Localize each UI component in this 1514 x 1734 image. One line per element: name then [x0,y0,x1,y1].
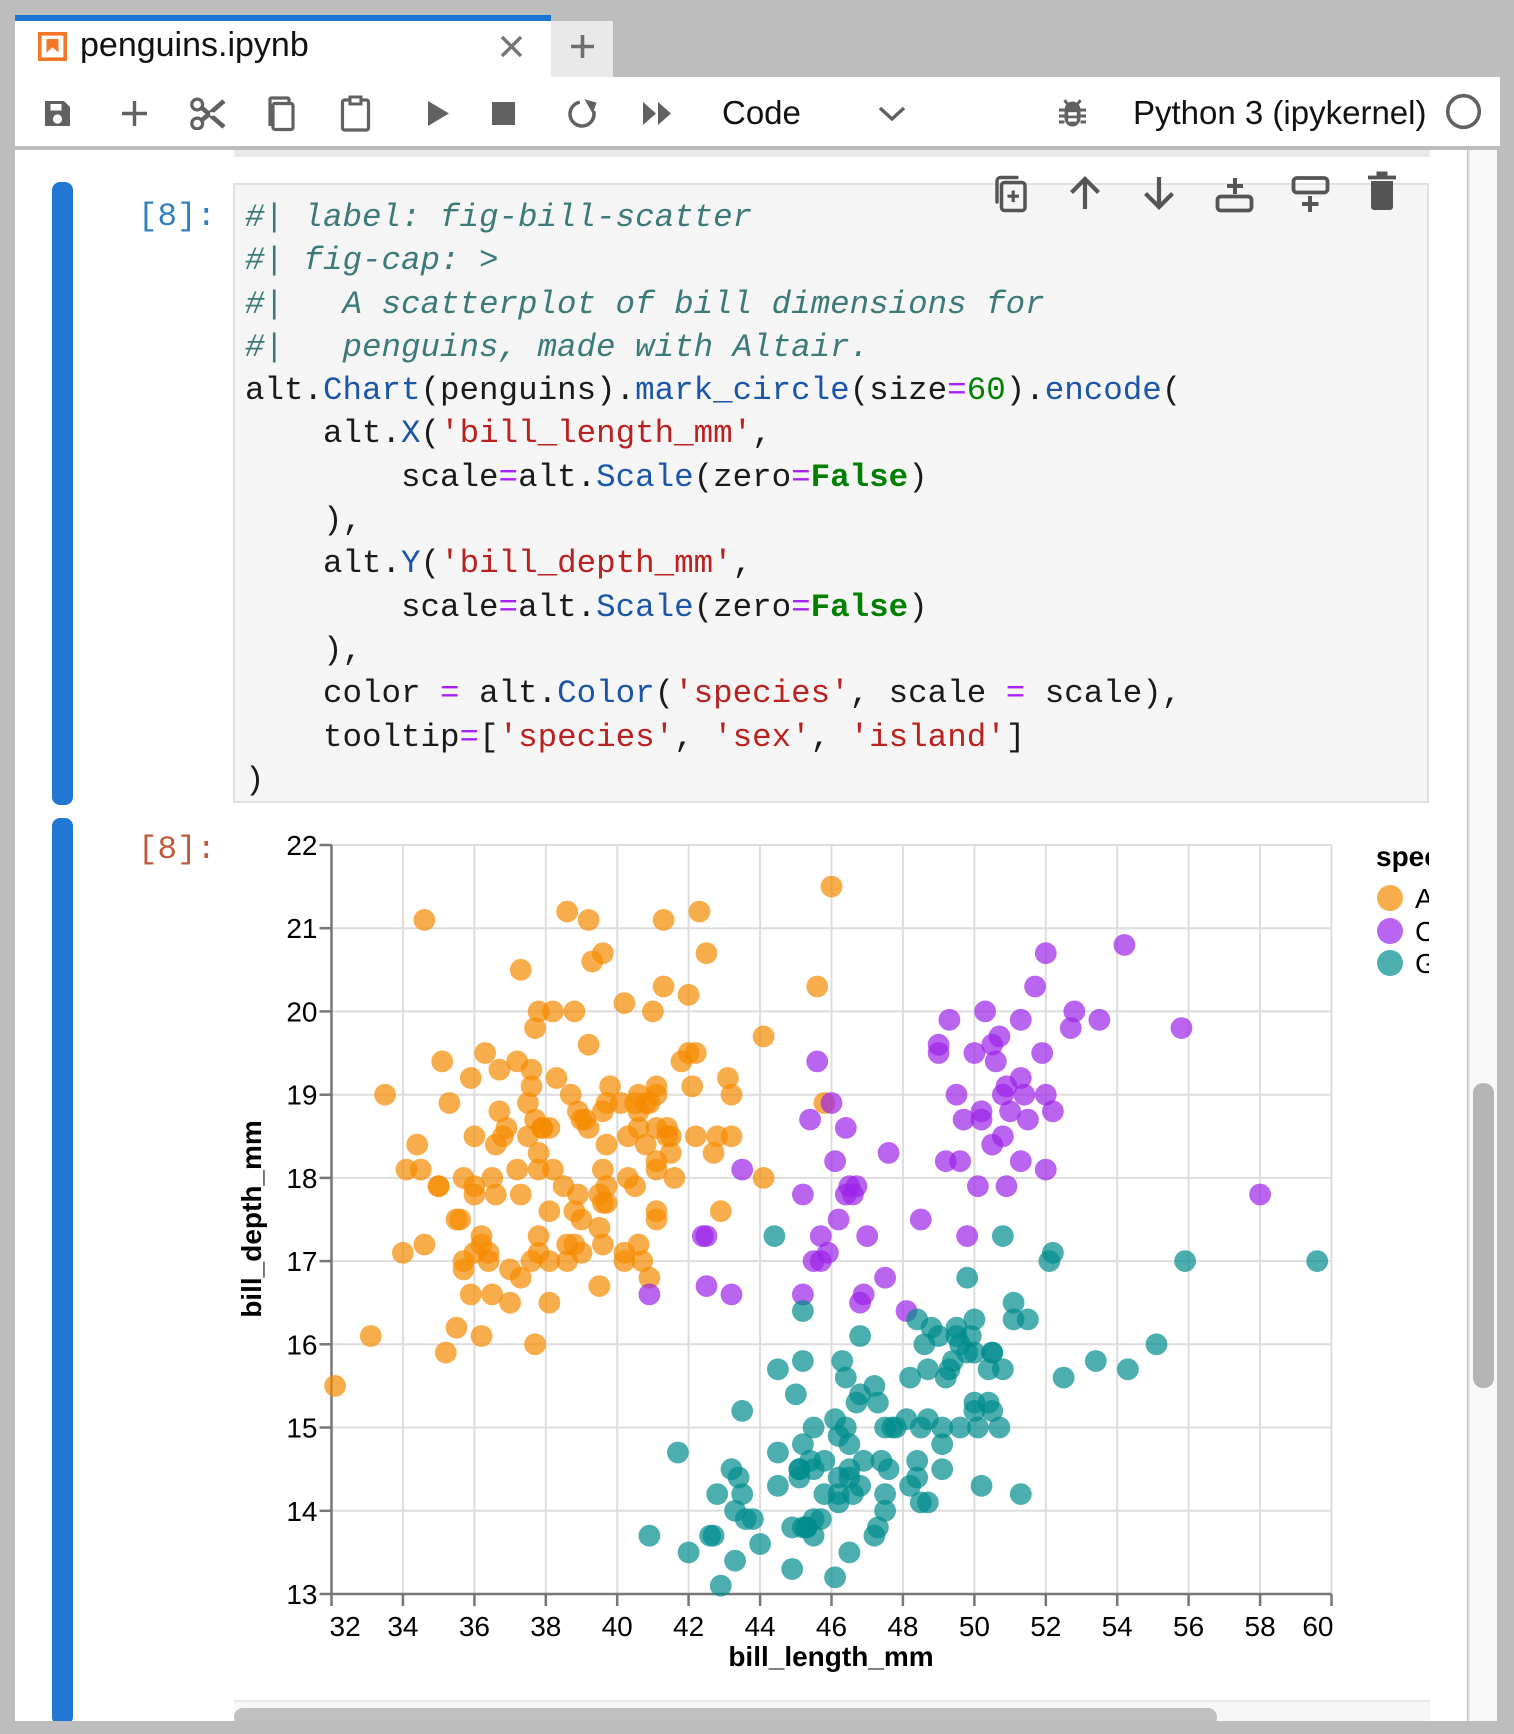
svg-text:42: 42 [673,1611,704,1642]
svg-text:60: 60 [1302,1611,1333,1642]
svg-text:22: 22 [286,830,317,861]
svg-text:19: 19 [286,1080,317,1111]
svg-text:36: 36 [459,1611,490,1642]
svg-text:56: 56 [1173,1611,1204,1642]
svg-text:Chinstrap: Chinstrap [1415,916,1429,947]
svg-text:20: 20 [286,996,317,1027]
svg-text:18: 18 [286,1163,317,1194]
svg-text:bill_depth_mm: bill_depth_mm [236,1120,267,1318]
svg-text:species: species [1376,841,1429,872]
svg-text:44: 44 [745,1611,776,1642]
svg-text:21: 21 [286,913,317,944]
svg-text:52: 52 [1030,1611,1061,1642]
svg-text:40: 40 [602,1611,633,1642]
svg-text:46: 46 [816,1611,847,1642]
svg-text:15: 15 [286,1413,317,1444]
svg-text:Adelie: Adelie [1415,883,1429,914]
svg-text:13: 13 [286,1579,317,1610]
svg-text:34: 34 [387,1611,418,1642]
svg-text:54: 54 [1102,1611,1133,1642]
svg-text:14: 14 [286,1496,317,1527]
svg-text:32: 32 [330,1611,361,1642]
svg-text:48: 48 [887,1611,918,1642]
svg-text:38: 38 [530,1611,561,1642]
svg-text:50: 50 [959,1611,990,1642]
svg-text:bill_length_mm: bill_length_mm [728,1641,933,1672]
svg-text:58: 58 [1245,1611,1276,1642]
svg-text:17: 17 [286,1246,317,1277]
svg-text:Gentoo: Gentoo [1415,948,1429,979]
svg-text:16: 16 [286,1329,317,1360]
